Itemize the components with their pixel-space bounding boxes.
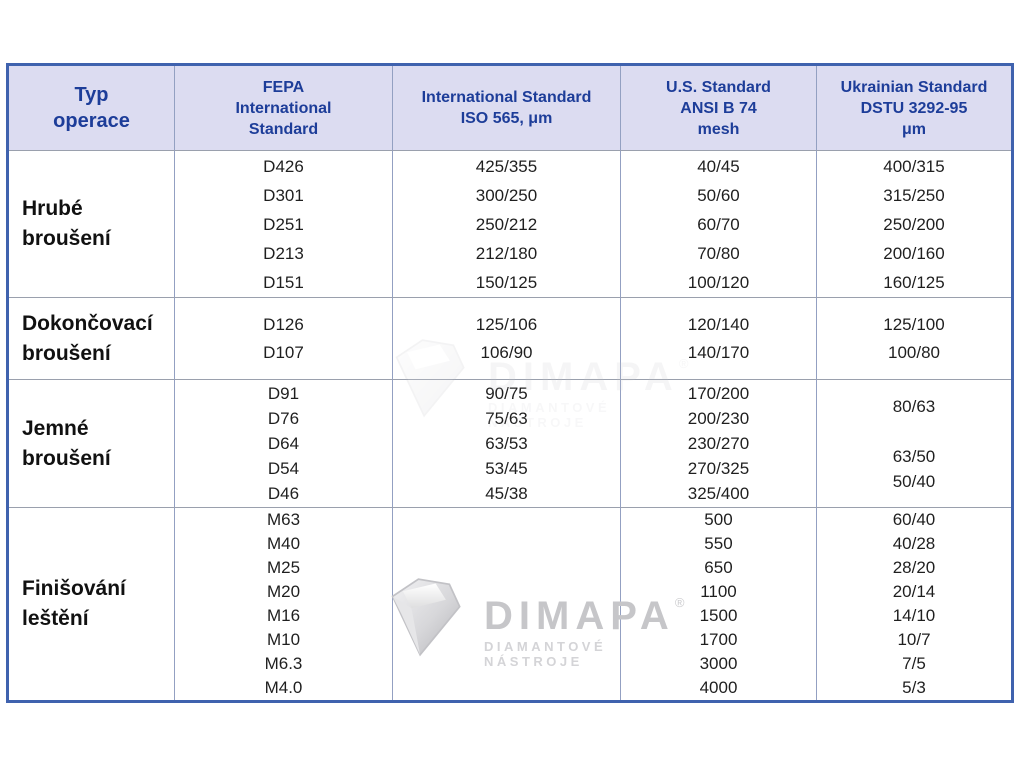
cell-iso-r1: 425/355 300/250 250/212 212/180 150/125 <box>393 151 621 298</box>
cell-ansi-r1: 40/45 50/60 60/70 70/80 100/120 <box>621 151 817 298</box>
row-label-dokoncovaci-brouseni: Dokončovací broušení <box>9 298 175 380</box>
cell-ansi-r4: 500 550 650 1100 1500 1700 3000 4000 <box>621 508 817 700</box>
cell-iso-r2: 125/106 106/90 <box>393 298 621 380</box>
row-label-hrube-brouseni: Hrubé broušení <box>9 151 175 298</box>
cell-dstu-r1: 400/315 315/250 250/200 200/160 160/125 <box>817 151 1011 298</box>
header-fepa: FEPA International Standard <box>175 66 393 151</box>
cell-dstu-r3: 80/63 63/50 50/40 <box>817 380 1011 508</box>
grit-size-table: Typ operace FEPA International Standard … <box>6 63 1014 703</box>
header-typ-operace: Typ operace <box>9 66 175 151</box>
cell-fepa-r2: D126 D107 <box>175 298 393 380</box>
header-iso: International Standard ISO 565, μm <box>393 66 621 151</box>
cell-fepa-r4: M63 M40 M25 M20 M16 M10 M6.3 M4.0 <box>175 508 393 700</box>
cell-fepa-r3: D91 D76 D64 D54 D46 <box>175 380 393 508</box>
cell-fepa-r1: D426 D301 D251 D213 D151 <box>175 151 393 298</box>
cell-ansi-r2: 120/140 140/170 <box>621 298 817 380</box>
cell-dstu-r4: 60/40 40/28 28/20 20/14 14/10 10/7 7/5 5… <box>892 510 936 697</box>
cell-iso-r3: 90/75 75/63 63/53 53/45 45/38 <box>393 380 621 508</box>
header-dstu: Ukrainian Standard DSTU 3292-95 μm <box>817 66 1011 151</box>
cell-iso-r4 <box>393 508 621 700</box>
header-ansi: U.S. Standard ANSI B 74 mesh <box>621 66 817 151</box>
cell-ansi-r3: 170/200 200/230 230/270 270/325 325/400 <box>621 380 817 508</box>
cell-dstu-r2: 125/100 100/80 <box>817 298 1011 380</box>
row-label-jemne-brouseni: Jemné broušení <box>9 380 175 508</box>
row-label-finisovani-lesteni: Finišování leštění <box>9 508 175 700</box>
